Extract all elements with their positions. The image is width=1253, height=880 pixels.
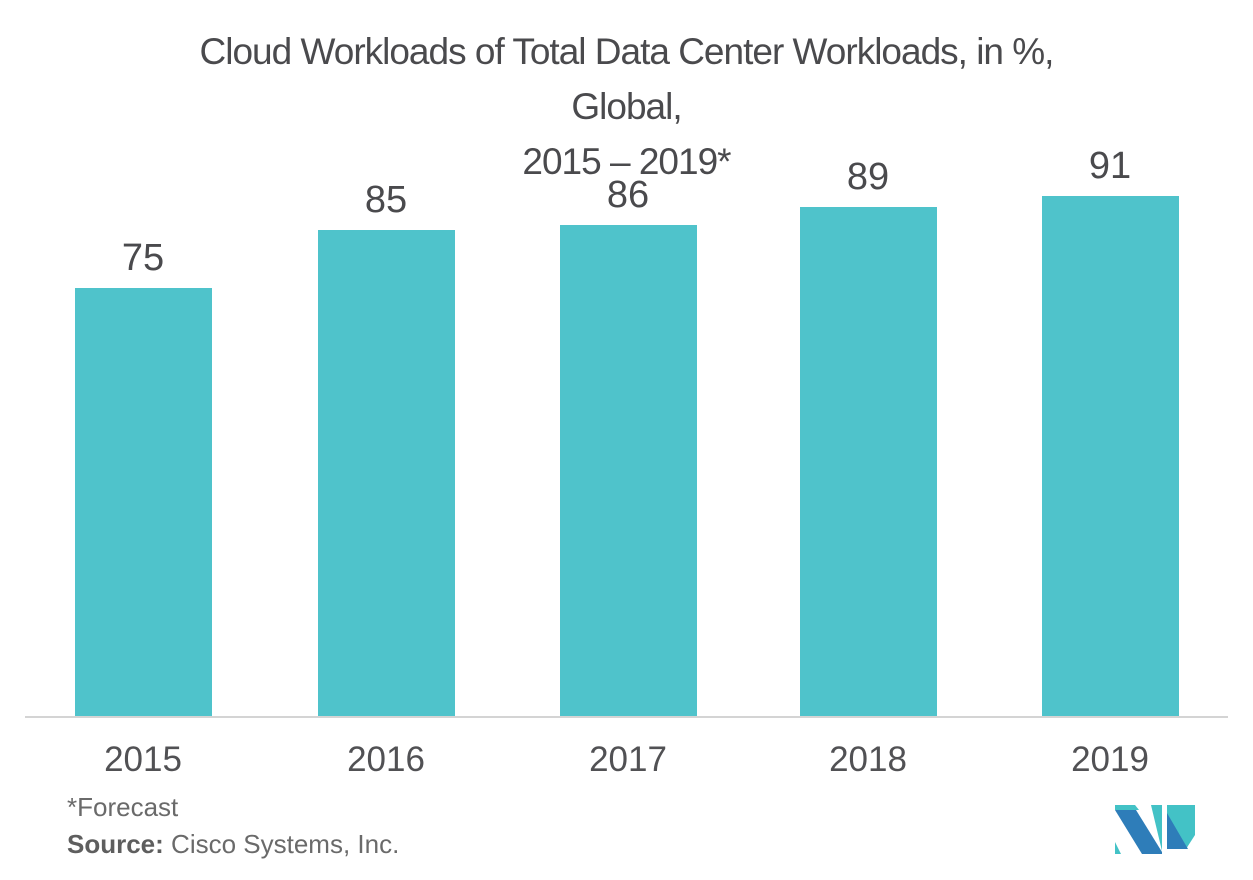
- x-tick-2019: 2019: [1071, 740, 1149, 779]
- chart-title-line-3: 2015 – 2019*: [522, 141, 731, 182]
- forecast-footnote: *Forecast: [67, 792, 179, 822]
- bar-2017: [559, 225, 697, 717]
- value-label-2015: 75: [121, 237, 165, 279]
- x-tick-2018: 2018: [829, 740, 907, 779]
- source-note: Source: Cisco Systems, Inc.: [67, 828, 399, 860]
- x-tick-2015: 2015: [104, 740, 182, 779]
- chart-title-line-1: Cloud Workloads of Total Data Center Wor…: [199, 31, 1055, 72]
- x-tick-2016: 2016: [347, 740, 425, 779]
- bar-2018: [799, 207, 937, 717]
- x-axis-line: [25, 716, 1228, 718]
- bar-2015: [74, 288, 212, 717]
- bar-2019: [1041, 196, 1179, 717]
- source-text: Cisco Systems, Inc.: [163, 829, 400, 859]
- logo-m-mark: [1115, 805, 1195, 854]
- value-label-2017: 86: [606, 174, 650, 216]
- value-label-2018: 89: [846, 156, 890, 198]
- value-label-2016: 85: [364, 179, 408, 221]
- chart-title-line-2: Global,: [571, 86, 682, 127]
- value-label-2019: 91: [1088, 145, 1132, 187]
- bar-2016: [317, 230, 455, 717]
- chart-title: Cloud Workloads of Total Data Center Wor…: [0, 24, 1253, 189]
- mordor-intelligence-logo: [1115, 805, 1195, 854]
- source-label: Source:: [67, 829, 164, 859]
- x-tick-2017: 2017: [589, 740, 667, 779]
